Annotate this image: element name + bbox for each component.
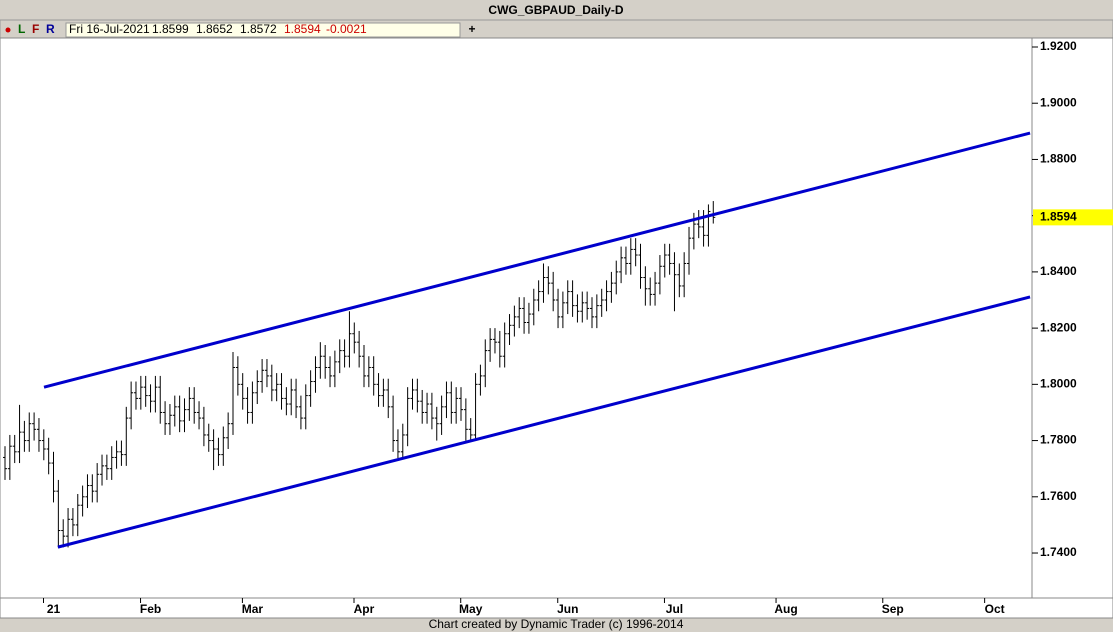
info-open: 1.8599	[152, 22, 189, 36]
x-tick-label: Feb	[140, 602, 161, 616]
info-box	[65, 22, 461, 38]
last-value-label: 1.8594	[1040, 210, 1077, 224]
y-tick-label: 1.7600	[1040, 489, 1077, 503]
plot-layer: 1.92001.90001.88001.86001.84001.82001.80…	[2, 39, 1113, 616]
info-change: -0.0021	[326, 22, 367, 36]
y-tick-label: 1.8400	[1040, 264, 1077, 278]
x-tick-label: Oct	[985, 602, 1005, 616]
info-date: Fri 16-Jul-2021	[69, 22, 150, 36]
x-tick-label: Mar	[242, 602, 264, 616]
y-tick-label: 1.7400	[1040, 545, 1077, 559]
y-tick-label: 1.8200	[1040, 320, 1077, 334]
x-tick-label: Apr	[354, 602, 375, 616]
info-close: 1.8594	[284, 22, 321, 36]
x-tick-label: 21	[47, 602, 61, 616]
toolbar-button[interactable]: R	[46, 22, 55, 36]
footer: Chart created by Dynamic Trader (c) 1996…	[429, 617, 684, 631]
status-dot	[5, 27, 11, 33]
trendline	[57, 295, 1031, 549]
x-tick-label: May	[459, 602, 483, 616]
x-axis-area	[0, 597, 1113, 619]
x-tick-label: Aug	[774, 602, 797, 616]
x-tick-label: Jun	[557, 602, 578, 616]
x-tick-label: Sep	[882, 602, 904, 616]
add-button[interactable]: +	[468, 22, 475, 36]
info-high: 1.8652	[196, 22, 233, 36]
toolbar-button[interactable]: L	[18, 22, 25, 36]
y-tick-label: 1.9200	[1040, 39, 1077, 53]
y-tick-label: 1.8800	[1040, 152, 1077, 166]
info-low: 1.8572	[240, 22, 277, 36]
toolbar-button[interactable]: F	[32, 22, 39, 36]
last-value-marker	[1033, 209, 1113, 226]
y-tick-label: 1.8000	[1040, 377, 1077, 391]
plot-area	[0, 37, 1033, 599]
y-axis-area	[1031, 37, 1113, 599]
window-title: CWG_GBPAUD_Daily-D	[488, 3, 623, 17]
y-tick-label: 1.7800	[1040, 433, 1077, 447]
title-bar	[0, 0, 1113, 20]
x-tick-label: Jul	[666, 602, 683, 616]
trendline	[43, 131, 1031, 389]
y-tick-label: 1.9000	[1040, 95, 1077, 109]
